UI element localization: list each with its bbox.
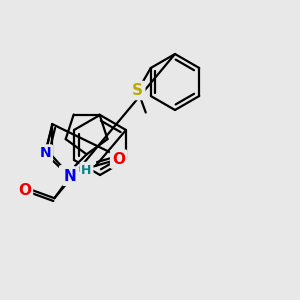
Text: O: O (18, 183, 31, 198)
Text: N: N (61, 167, 73, 181)
Text: N: N (39, 146, 51, 160)
Text: N: N (64, 169, 77, 184)
Text: H: H (81, 164, 92, 177)
Text: O: O (112, 152, 125, 166)
Text: S: S (132, 83, 143, 98)
